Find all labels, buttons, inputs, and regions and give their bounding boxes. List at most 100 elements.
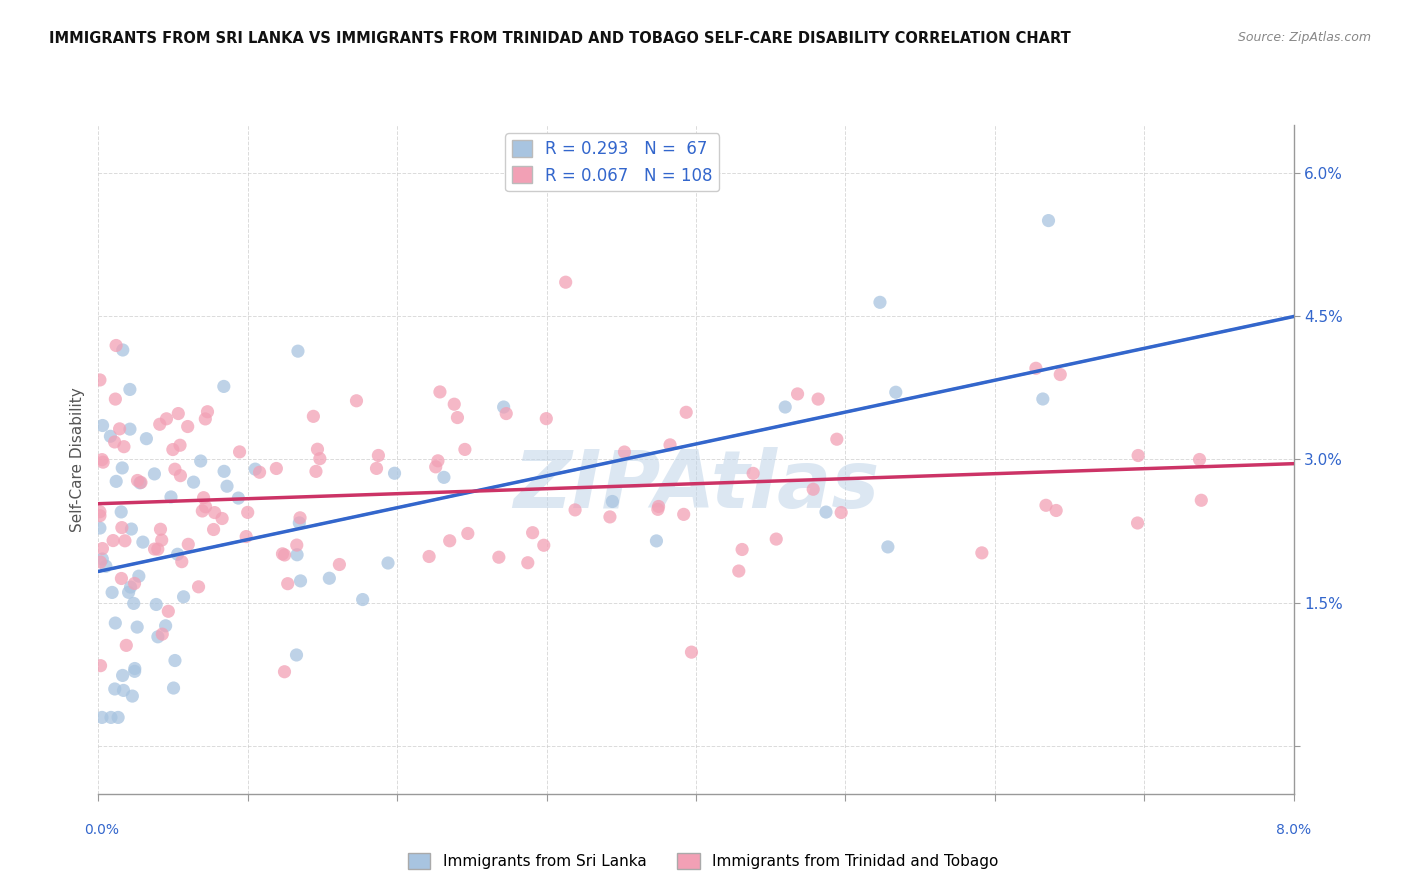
Text: ZIPAtlas: ZIPAtlas: [513, 447, 879, 525]
Point: [266, 461, 288, 475]
Point: [170, 555, 193, 569]
Point: [157, 604, 180, 618]
Text: Source: ZipAtlas.com: Source: ZipAtlas.com: [1237, 31, 1371, 45]
Point: [118, 383, 141, 397]
Point: [288, 511, 311, 525]
Point: [160, 490, 183, 504]
Point: [454, 442, 477, 457]
Point: [110, 572, 132, 586]
Point: [132, 535, 155, 549]
Point: [285, 648, 308, 662]
Point: [807, 392, 830, 406]
Point: [101, 533, 124, 548]
Point: [659, 438, 682, 452]
Point: [129, 475, 152, 490]
Point: [107, 710, 129, 724]
Point: [204, 506, 226, 520]
Point: [149, 522, 172, 536]
Point: [522, 525, 544, 540]
Point: [149, 417, 172, 432]
Point: [418, 549, 440, 564]
Point: [194, 412, 217, 426]
Point: [89, 373, 111, 387]
Point: [112, 683, 135, 698]
Point: [89, 505, 111, 519]
Point: [176, 419, 198, 434]
Point: [169, 468, 191, 483]
Point: [1045, 503, 1067, 517]
Point: [162, 442, 184, 457]
Point: [1025, 361, 1047, 376]
Point: [773, 400, 796, 414]
Point: [129, 475, 152, 490]
Point: [1126, 516, 1149, 530]
Point: [146, 542, 169, 557]
Point: [602, 494, 624, 508]
Point: [516, 556, 538, 570]
Point: [533, 538, 555, 552]
Point: [117, 585, 139, 599]
Point: [101, 585, 124, 599]
Point: [183, 475, 205, 490]
Point: [118, 422, 141, 436]
Point: [236, 505, 259, 519]
Point: [366, 461, 388, 475]
Point: [193, 491, 215, 505]
Point: [215, 479, 238, 493]
Point: [104, 392, 127, 406]
Point: [128, 569, 150, 583]
Point: [285, 548, 308, 562]
Point: [89, 508, 111, 523]
Point: [146, 630, 169, 644]
Point: [122, 596, 145, 610]
Point: [166, 547, 188, 561]
Point: [731, 542, 754, 557]
Point: [328, 558, 350, 572]
Point: [104, 615, 127, 630]
Point: [287, 344, 309, 359]
Point: [121, 689, 143, 703]
Point: [111, 520, 134, 534]
Point: [194, 500, 217, 514]
Point: [90, 658, 112, 673]
Point: [1126, 449, 1149, 463]
Point: [742, 467, 765, 481]
Point: [111, 343, 134, 357]
Point: [307, 442, 329, 457]
Point: [173, 590, 195, 604]
Point: [104, 434, 127, 449]
Point: [285, 538, 308, 552]
Point: [377, 556, 399, 570]
Point: [801, 482, 824, 496]
Point: [288, 516, 311, 530]
Y-axis label: Self-Care Disability: Self-Care Disability: [69, 387, 84, 532]
Point: [108, 422, 131, 436]
Point: [352, 592, 374, 607]
Text: 0.0%: 0.0%: [84, 823, 118, 837]
Point: [443, 397, 465, 411]
Point: [536, 411, 558, 425]
Point: [197, 405, 219, 419]
Point: [155, 619, 177, 633]
Point: [425, 459, 447, 474]
Point: [169, 438, 191, 452]
Point: [91, 710, 114, 724]
Point: [228, 445, 250, 459]
Point: [120, 522, 142, 536]
Point: [869, 295, 891, 310]
Point: [429, 384, 451, 399]
Point: [271, 547, 294, 561]
Point: [1188, 452, 1211, 467]
Point: [150, 533, 173, 547]
Point: [433, 470, 456, 484]
Point: [212, 464, 235, 478]
Point: [318, 571, 340, 585]
Point: [235, 530, 257, 544]
Point: [1035, 498, 1057, 512]
Point: [647, 500, 669, 514]
Point: [124, 576, 146, 591]
Point: [302, 409, 325, 424]
Text: IMMIGRANTS FROM SRI LANKA VS IMMIGRANTS FROM TRINIDAD AND TOBAGO SELF-CARE DISAB: IMMIGRANTS FROM SRI LANKA VS IMMIGRANTS …: [49, 31, 1071, 46]
Point: [249, 465, 271, 479]
Point: [367, 449, 389, 463]
